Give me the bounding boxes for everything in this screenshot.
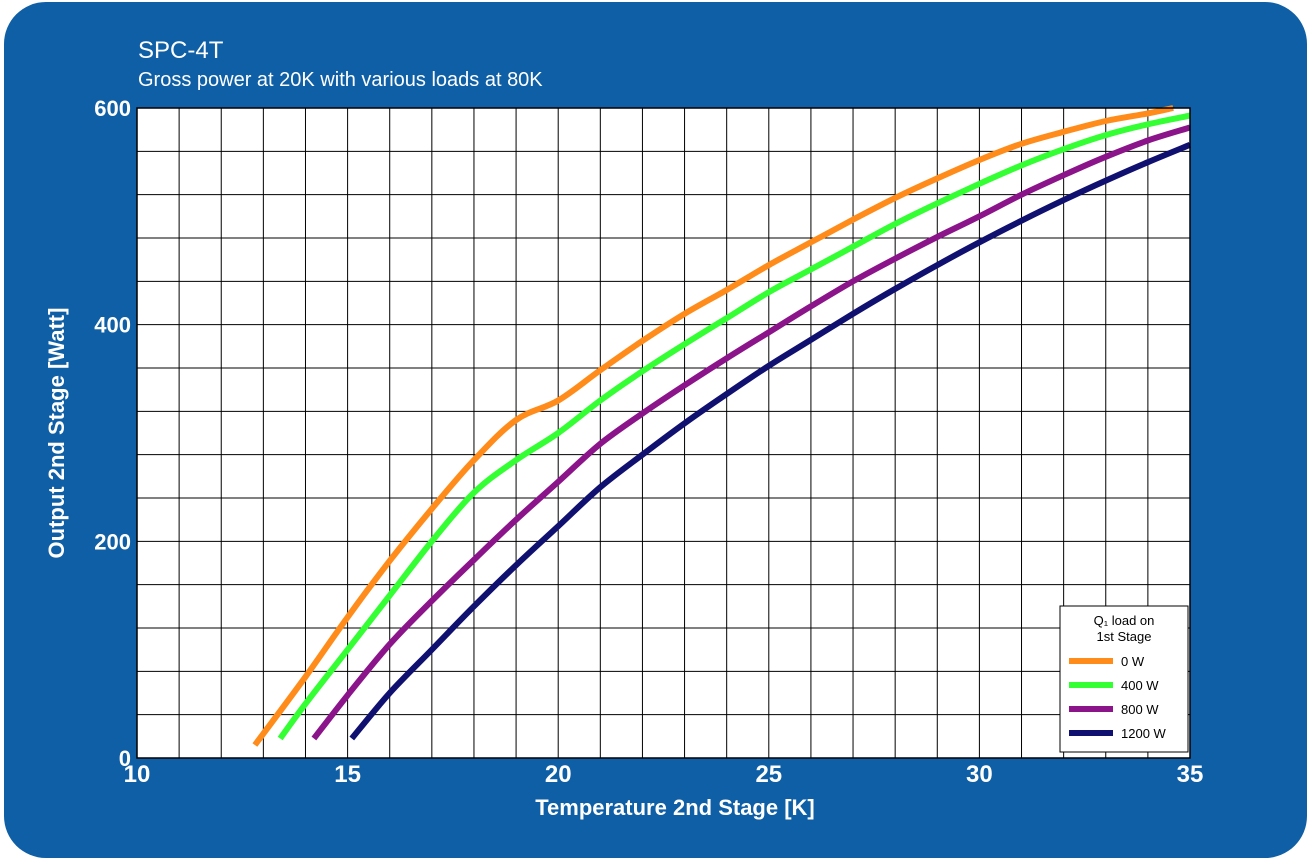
- legend-label: 800 W: [1121, 702, 1159, 717]
- y-tick-label: 400: [94, 313, 131, 338]
- y-tick-label: 600: [94, 96, 131, 121]
- x-tick-label: 35: [1177, 761, 1204, 788]
- plot-border: [136, 107, 1191, 759]
- legend-label: 1200 W: [1121, 726, 1167, 741]
- y-tick-label: 0: [119, 746, 131, 771]
- x-tick-label: 20: [545, 761, 572, 788]
- legend-label: 400 W: [1121, 678, 1159, 693]
- series-line-400w: [277, 112, 1191, 741]
- x-tick-label: 15: [334, 761, 361, 788]
- plot-area: [137, 108, 1190, 758]
- y-tick-label: 200: [94, 529, 131, 554]
- y-tick-labels: 0 200 400 600: [94, 96, 131, 771]
- legend: Q₁ load on 1st Stage 0 W 400 W 800 W 1200 W: [1059, 605, 1189, 753]
- y-axis-label: Output 2nd Stage [Watt]: [44, 308, 69, 559]
- legend-title-line1: Q₁ load on: [1094, 613, 1155, 628]
- series-line-800w: [311, 124, 1191, 741]
- series-line-0w: [252, 105, 1174, 747]
- legend-box: [1059, 605, 1189, 753]
- legend-items: 0 W 400 W 800 W 1200 W: [1069, 654, 1167, 741]
- x-tick-label: 10: [124, 761, 151, 788]
- series-lines: [252, 105, 1192, 747]
- series-line-1200w: [349, 142, 1192, 741]
- legend-label: 0 W: [1121, 654, 1145, 669]
- x-axis-label: Temperature 2nd Stage [K]: [535, 795, 815, 820]
- x-tick-labels: 10 15 20 25 30 35: [124, 761, 1204, 788]
- chart-title: SPC-4T: [138, 37, 224, 64]
- x-tick-label: 25: [755, 761, 782, 788]
- legend-title-line2: 1st Stage: [1097, 629, 1152, 644]
- x-tick-label: 30: [966, 761, 993, 788]
- chart-subtitle: Gross power at 20K with various loads at…: [138, 69, 543, 91]
